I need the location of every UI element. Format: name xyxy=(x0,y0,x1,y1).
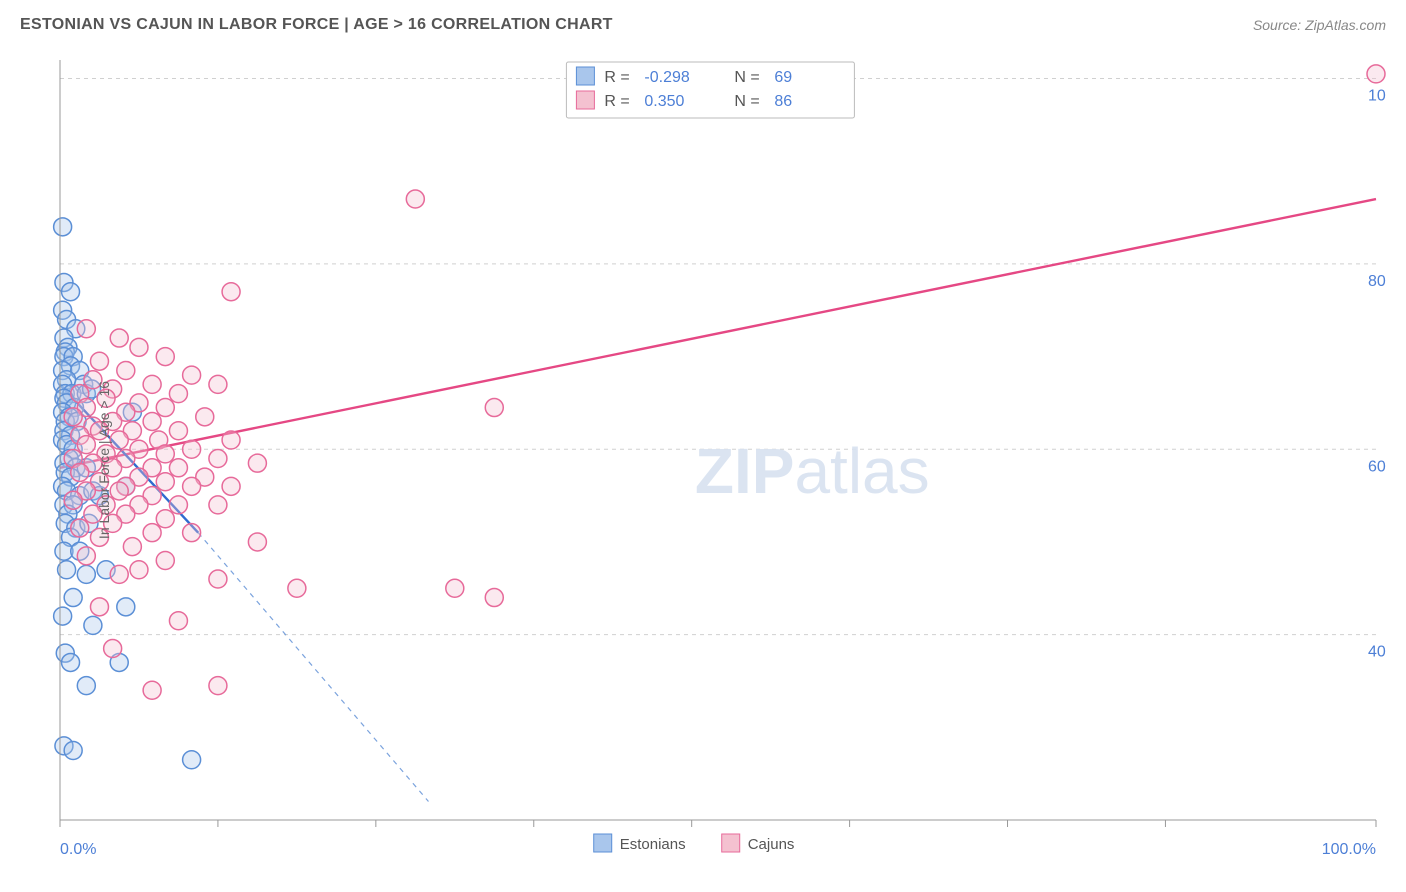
data-point xyxy=(110,431,128,449)
data-point xyxy=(123,538,141,556)
data-point xyxy=(183,477,201,495)
x-tick-label: 100.0% xyxy=(1322,841,1376,858)
data-point xyxy=(110,482,128,500)
legend-r-value: -0.298 xyxy=(644,69,689,86)
data-point xyxy=(71,463,89,481)
data-point xyxy=(110,329,128,347)
data-point xyxy=(156,348,174,366)
data-point xyxy=(156,510,174,528)
trend-line-estonians-dash xyxy=(198,533,428,802)
data-point xyxy=(64,408,82,426)
data-point xyxy=(183,440,201,458)
y-tick-label: 80.0% xyxy=(1368,273,1386,290)
data-point xyxy=(156,445,174,463)
data-point xyxy=(248,533,266,551)
data-point xyxy=(143,412,161,430)
data-point xyxy=(183,366,201,384)
data-point xyxy=(169,422,187,440)
data-point xyxy=(64,741,82,759)
data-point xyxy=(156,551,174,569)
legend-series-label: Cajuns xyxy=(748,836,795,853)
data-point xyxy=(71,519,89,537)
chart-title: ESTONIAN VS CAJUN IN LABOR FORCE | AGE >… xyxy=(20,16,613,34)
data-point xyxy=(117,598,135,616)
data-point xyxy=(110,565,128,583)
legend-series-label: Estonians xyxy=(620,836,686,853)
data-point xyxy=(77,565,95,583)
data-point xyxy=(485,399,503,417)
data-point xyxy=(54,218,72,236)
data-point xyxy=(222,431,240,449)
data-point xyxy=(156,399,174,417)
trend-line-cajuns xyxy=(60,199,1376,468)
data-point xyxy=(169,459,187,477)
watermark: ZIPatlas xyxy=(695,435,930,507)
data-point xyxy=(143,375,161,393)
y-tick-label: 100.0% xyxy=(1368,88,1386,105)
data-point xyxy=(222,283,240,301)
legend-r-value: 0.350 xyxy=(644,93,684,110)
legend-r-label: R = xyxy=(604,69,629,86)
legend-n-value: 86 xyxy=(774,93,792,110)
data-point xyxy=(90,598,108,616)
data-point xyxy=(90,352,108,370)
data-point xyxy=(209,677,227,695)
data-point xyxy=(84,616,102,634)
data-point xyxy=(104,640,122,658)
data-point xyxy=(77,677,95,695)
correlation-scatter-chart: ZIPatlas 0.0% 100.0% 40.0% 60.0% 80.0% 100.0% R… xyxy=(20,50,1386,870)
legend-n-label: N = xyxy=(734,93,759,110)
data-point xyxy=(117,361,135,379)
data-point xyxy=(77,436,95,454)
data-point xyxy=(64,491,82,509)
y-tick-label: 40.0% xyxy=(1368,644,1386,661)
legend-swatch xyxy=(576,67,594,85)
y-axis-label: In Labor Force | Age > 16 xyxy=(96,381,112,539)
legend-r-label: R = xyxy=(604,93,629,110)
data-point xyxy=(143,681,161,699)
data-point xyxy=(209,450,227,468)
data-point xyxy=(156,473,174,491)
legend-swatch xyxy=(594,834,612,852)
data-point xyxy=(169,385,187,403)
data-point xyxy=(485,589,503,607)
data-point xyxy=(54,607,72,625)
data-point xyxy=(64,589,82,607)
data-point xyxy=(209,375,227,393)
data-point xyxy=(222,477,240,495)
data-point xyxy=(77,320,95,338)
data-point xyxy=(130,338,148,356)
legend-n-label: N = xyxy=(734,69,759,86)
legend-n-value: 69 xyxy=(774,69,792,86)
data-point xyxy=(62,283,80,301)
legend-swatch xyxy=(576,91,594,109)
data-point xyxy=(209,496,227,514)
data-point xyxy=(248,454,266,472)
data-point xyxy=(406,190,424,208)
data-point xyxy=(62,653,80,671)
source-attribution: Source: ZipAtlas.com xyxy=(1253,17,1386,33)
data-point xyxy=(169,612,187,630)
data-point xyxy=(288,579,306,597)
data-point xyxy=(143,524,161,542)
data-point xyxy=(77,547,95,565)
data-point xyxy=(183,524,201,542)
data-point xyxy=(169,496,187,514)
data-point xyxy=(1367,65,1385,83)
x-tick-label: 0.0% xyxy=(60,841,96,858)
data-point xyxy=(196,408,214,426)
data-point xyxy=(446,579,464,597)
data-point xyxy=(130,561,148,579)
data-point xyxy=(209,570,227,588)
y-tick-label: 60.0% xyxy=(1368,458,1386,475)
data-point xyxy=(183,751,201,769)
legend-swatch xyxy=(722,834,740,852)
